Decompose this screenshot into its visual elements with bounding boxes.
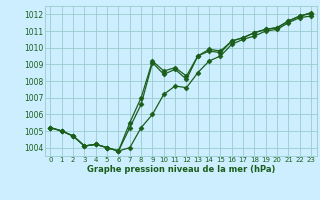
X-axis label: Graphe pression niveau de la mer (hPa): Graphe pression niveau de la mer (hPa) (87, 165, 275, 174)
